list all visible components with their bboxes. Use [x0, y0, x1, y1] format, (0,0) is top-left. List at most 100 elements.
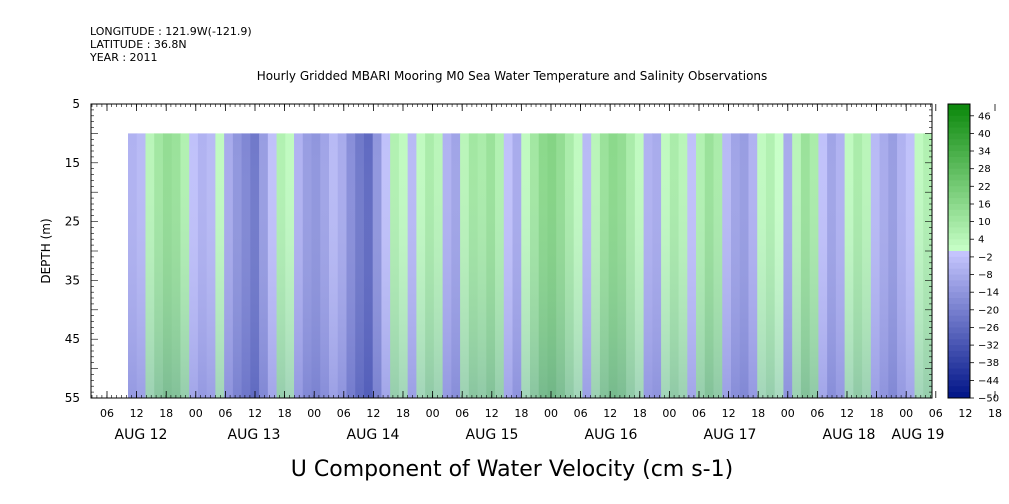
x-day-label: AUG 16	[585, 427, 638, 443]
colorbar-band	[948, 162, 970, 170]
x-day-label: AUG 18	[823, 427, 876, 443]
colorbar-tick-label: 16	[978, 200, 991, 211]
colorbar-band	[948, 345, 970, 352]
chart-title: Hourly Gridded MBARI Mooring M0 Sea Wate…	[257, 69, 768, 83]
colorbar: −50 −44 −38 −32 −26 −20 −14 −8 −2 4 10 16 22 28 34 40 46	[947, 103, 999, 405]
x-day-label: AUG 13	[228, 427, 281, 443]
colorbar-band	[948, 198, 970, 205]
x-day-label: AUG 12	[115, 427, 168, 443]
colorbar-band	[948, 339, 970, 346]
x-hour-tick-label: 12	[485, 407, 499, 420]
x-hour-tick-label: 00	[426, 407, 440, 420]
latitude-label: LATITUDE : 36.8N	[90, 38, 187, 51]
colorbar-band	[948, 350, 970, 358]
x-hour-tick-label: 18	[159, 407, 173, 420]
colorbar-band	[948, 133, 970, 140]
x-hour-tick-label: 12	[603, 407, 617, 420]
colorbar-band	[948, 303, 970, 311]
colorbar-band	[948, 262, 970, 270]
x-day-label: AUG 14	[347, 427, 400, 443]
x-hour-tick-label: 12	[840, 407, 854, 420]
x-hour-tick-label: 12	[130, 407, 144, 420]
colorbar-band	[948, 227, 970, 234]
x-hour-tick-label: 06	[337, 407, 351, 420]
colorbar-band	[948, 145, 970, 152]
colorbar-band	[948, 256, 970, 264]
colorbar-band	[948, 121, 970, 129]
colorbar-band	[948, 168, 970, 176]
colorbar-band	[948, 268, 970, 276]
x-hour-tick-label: 12	[248, 407, 262, 420]
x-hour-tick-label: 18	[278, 407, 292, 420]
colorbar-band	[948, 127, 970, 134]
x-day-label: AUG 15	[466, 427, 519, 443]
x-hour-tick-label: 06	[100, 407, 114, 420]
colorbar-tick-label: −14	[978, 288, 999, 299]
colorbar-band	[948, 286, 970, 293]
y-tick-label: 25	[65, 215, 80, 229]
x-hour-tick-label: 06	[692, 407, 706, 420]
colorbar-band	[948, 115, 970, 123]
longitude-label: LONGITUDE : 121.9W(-121.9)	[90, 25, 252, 38]
colorbar-band	[948, 215, 970, 223]
x-hour-tick-label: 00	[899, 407, 913, 420]
colorbar-tick-label: −44	[978, 376, 999, 387]
colorbar-band	[948, 221, 970, 228]
colorbar-band	[948, 368, 970, 375]
colorbar-tick-label: −32	[978, 341, 999, 352]
x-hour-tick-label: 18	[988, 407, 1002, 420]
y-tick-label: 5	[72, 97, 80, 111]
depth-shading	[128, 133, 932, 398]
x-hour-tick-label: 18	[870, 407, 884, 420]
x-hour-tick-label: 18	[633, 407, 647, 420]
x-hour-tick-label: 06	[218, 407, 232, 420]
x-hour-tick-label: 00	[307, 407, 321, 420]
heatmap-field	[128, 133, 932, 398]
x-hour-tick-label: 00	[544, 407, 558, 420]
colorbar-band	[948, 104, 970, 111]
colorbar-tick-label: 10	[978, 217, 991, 228]
x-hour-tick-label: 06	[929, 407, 943, 420]
x-hour-tick-label: 00	[781, 407, 795, 420]
colorbar-frame	[947, 103, 971, 399]
colorbar-band	[948, 192, 970, 199]
y-axis-label: DEPTH (m)	[39, 218, 53, 283]
y-tick-label: 55	[65, 391, 80, 405]
colorbar-band	[948, 356, 970, 364]
colorbar-band	[948, 139, 970, 146]
colorbar-band	[948, 362, 970, 370]
colorbar-band	[948, 386, 970, 393]
colorbar-band	[948, 251, 970, 258]
colorbar-band	[948, 151, 970, 158]
colorbar-tick-label: −50	[978, 394, 999, 405]
x-hour-tick-label: 12	[722, 407, 736, 420]
colorbar-tick-label: 46	[978, 111, 991, 122]
colorbar-band	[948, 180, 970, 187]
colorbar-tick-label: −26	[978, 323, 999, 334]
colorbar-band	[948, 327, 970, 334]
colorbar-tick-label: −20	[978, 305, 999, 316]
colorbar-tick-label: 28	[978, 164, 991, 175]
colorbar-band	[948, 333, 970, 340]
colorbar-band	[948, 274, 970, 281]
y-tick-label: 15	[65, 156, 80, 170]
x-hour-tick-label: 00	[662, 407, 676, 420]
colorbar-tick-label: 22	[978, 182, 991, 193]
year-label: YEAR : 2011	[90, 51, 158, 64]
colorbar-band	[948, 174, 970, 181]
x-hour-tick-label: 00	[189, 407, 203, 420]
colorbar-band	[948, 374, 970, 381]
x-axis-label: U Component of Water Velocity (cm s-1)	[291, 457, 733, 482]
colorbar-band	[948, 156, 970, 164]
colorbar-band	[948, 309, 970, 317]
x-hour-tick-label: 12	[366, 407, 380, 420]
x-hour-tick-label: 06	[455, 407, 469, 420]
colorbar-band	[948, 321, 970, 328]
axes-group: 06 12 18 00 06 12 18 00 06 12 18 00 06 12 18 00 06 12 18 00…	[65, 97, 1002, 443]
colorbar-tick-label: 4	[978, 235, 984, 246]
x-day-label: AUG 17	[704, 427, 757, 443]
x-hour-tick-label: 18	[396, 407, 410, 420]
y-tick-label: 45	[65, 332, 80, 346]
colorbar-band	[948, 280, 970, 287]
